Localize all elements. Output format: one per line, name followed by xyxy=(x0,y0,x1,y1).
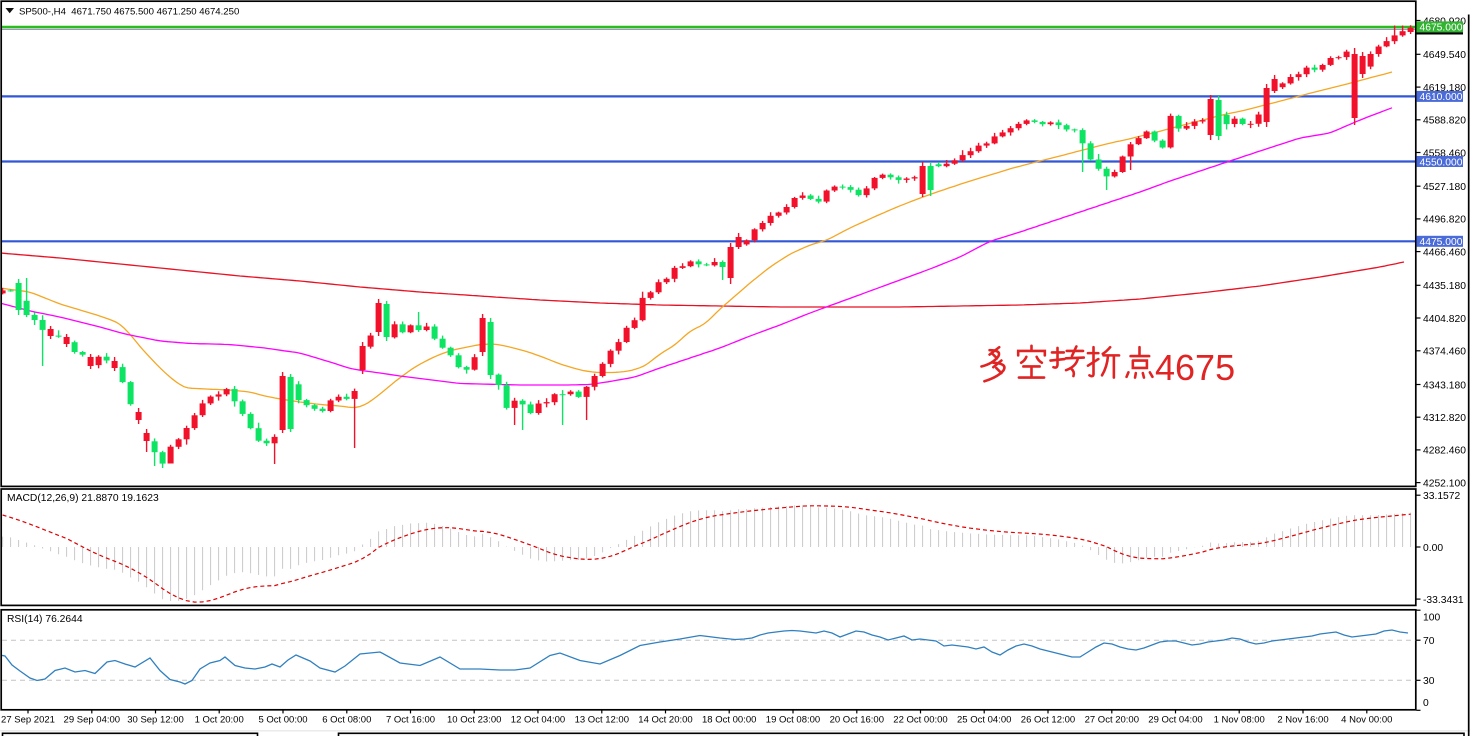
svg-text:4282.460: 4282.460 xyxy=(1423,446,1466,457)
svg-text:4558.460: 4558.460 xyxy=(1423,148,1466,159)
svg-text:20 Oct 16:00: 20 Oct 16:00 xyxy=(830,715,884,726)
svg-text:6 Oct 08:00: 6 Oct 08:00 xyxy=(322,715,371,726)
svg-text:27 Oct 20:00: 27 Oct 20:00 xyxy=(1085,715,1139,726)
svg-text:-33.3431: -33.3431 xyxy=(1423,595,1464,606)
svg-text:4466.460: 4466.460 xyxy=(1423,247,1466,258)
svg-text:12 Oct 04:00: 12 Oct 04:00 xyxy=(511,715,565,726)
svg-text:30 Sep 12:00: 30 Sep 12:00 xyxy=(127,715,184,726)
svg-text:26 Oct 12:00: 26 Oct 12:00 xyxy=(1021,715,1075,726)
svg-text:19 Oct 08:00: 19 Oct 08:00 xyxy=(766,715,820,726)
svg-text:2 Nov 16:00: 2 Nov 16:00 xyxy=(1277,715,1328,726)
svg-text:4588.820: 4588.820 xyxy=(1423,116,1466,127)
svg-text:4252.100: 4252.100 xyxy=(1423,478,1466,489)
svg-text:70: 70 xyxy=(1423,636,1435,647)
svg-text:4649.540: 4649.540 xyxy=(1423,50,1466,61)
svg-text:30: 30 xyxy=(1423,676,1435,687)
svg-text:4675.000: 4675.000 xyxy=(1420,23,1463,34)
svg-text:1 Nov 08:00: 1 Nov 08:00 xyxy=(1214,715,1265,726)
svg-text:22 Oct 00:00: 22 Oct 00:00 xyxy=(893,715,947,726)
svg-text:4619.180: 4619.180 xyxy=(1423,83,1466,94)
svg-text:4 Nov 00:00: 4 Nov 00:00 xyxy=(1341,715,1392,726)
svg-text:4312.820: 4312.820 xyxy=(1423,413,1466,424)
svg-text:4404.820: 4404.820 xyxy=(1423,314,1466,325)
svg-text:4475.000: 4475.000 xyxy=(1420,237,1463,248)
svg-text:RSI(14) 76.2644: RSI(14) 76.2644 xyxy=(7,614,83,625)
svg-text:4435.180: 4435.180 xyxy=(1423,281,1466,292)
svg-text:29 Sep 04:00: 29 Sep 04:00 xyxy=(64,715,121,726)
svg-text:MACD(12,26,9) 21.8870 19.1623: MACD(12,26,9) 21.8870 19.1623 xyxy=(7,493,159,504)
svg-text:29 Oct 04:00: 29 Oct 04:00 xyxy=(1148,715,1202,726)
svg-text:SP500-,H4 4671.750 4675.500 4: SP500-,H4 4671.750 4675.500 4671.250 467… xyxy=(19,7,239,18)
svg-text:7 Oct 16:00: 7 Oct 16:00 xyxy=(386,715,435,726)
svg-text:14 Oct 20:00: 14 Oct 20:00 xyxy=(638,715,692,726)
svg-text:4550.000: 4550.000 xyxy=(1420,157,1463,168)
svg-text:4496.820: 4496.820 xyxy=(1423,215,1466,226)
svg-text:0: 0 xyxy=(1423,698,1429,709)
svg-text:0.00: 0.00 xyxy=(1423,543,1443,554)
svg-text:1 Oct 20:00: 1 Oct 20:00 xyxy=(195,715,244,726)
svg-text:5 Oct 00:00: 5 Oct 00:00 xyxy=(258,715,307,726)
svg-text:25 Oct 04:00: 25 Oct 04:00 xyxy=(957,715,1011,726)
svg-text:10 Oct 23:00: 10 Oct 23:00 xyxy=(447,715,501,726)
svg-text:100: 100 xyxy=(1423,612,1440,623)
svg-text:27 Sep 2021: 27 Sep 2021 xyxy=(1,715,55,726)
svg-text:4527.180: 4527.180 xyxy=(1423,182,1466,193)
svg-text:33.1572: 33.1572 xyxy=(1423,491,1460,502)
svg-text:4374.460: 4374.460 xyxy=(1423,347,1466,358)
svg-text:18 Oct 00:00: 18 Oct 00:00 xyxy=(702,715,756,726)
svg-text:4675: 4675 xyxy=(1155,347,1235,388)
svg-text:4343.180: 4343.180 xyxy=(1423,380,1466,391)
svg-text:4610.000: 4610.000 xyxy=(1420,92,1463,103)
svg-text:13 Oct 12:00: 13 Oct 12:00 xyxy=(575,715,629,726)
